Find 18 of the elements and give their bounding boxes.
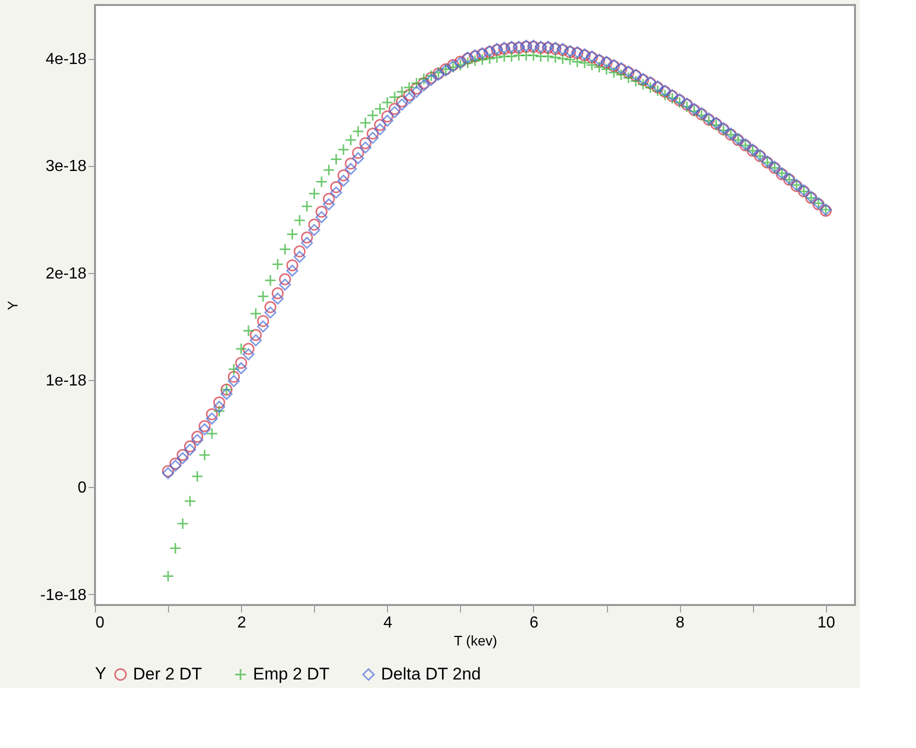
y-axis-title: Y	[4, 300, 20, 310]
y-tick-label: 4e-18	[46, 51, 87, 68]
legend-label: Delta DT 2nd	[381, 664, 481, 684]
x-tick-label: 4	[383, 614, 392, 632]
x-axis-title: T (kev)	[454, 632, 498, 648]
x-tick-label: 0	[96, 614, 104, 632]
y-tick-label: 1e-18	[46, 372, 87, 390]
legend-label: Der 2 DT	[133, 664, 202, 684]
y-tick-label: 2e-18	[46, 265, 87, 282]
x-tick-label: 10	[817, 614, 836, 632]
x-tick-label: 6	[530, 614, 539, 632]
x-tick-label: 8	[676, 614, 685, 632]
y-tick-label: 3e-18	[46, 158, 87, 176]
y-tick-label: 0	[78, 480, 87, 497]
legend-title: Y	[95, 664, 106, 683]
y-tick-label: -1e-18	[40, 586, 87, 604]
legend-label: Emp 2 DT	[253, 664, 330, 684]
x-tick-label: 2	[237, 614, 246, 632]
